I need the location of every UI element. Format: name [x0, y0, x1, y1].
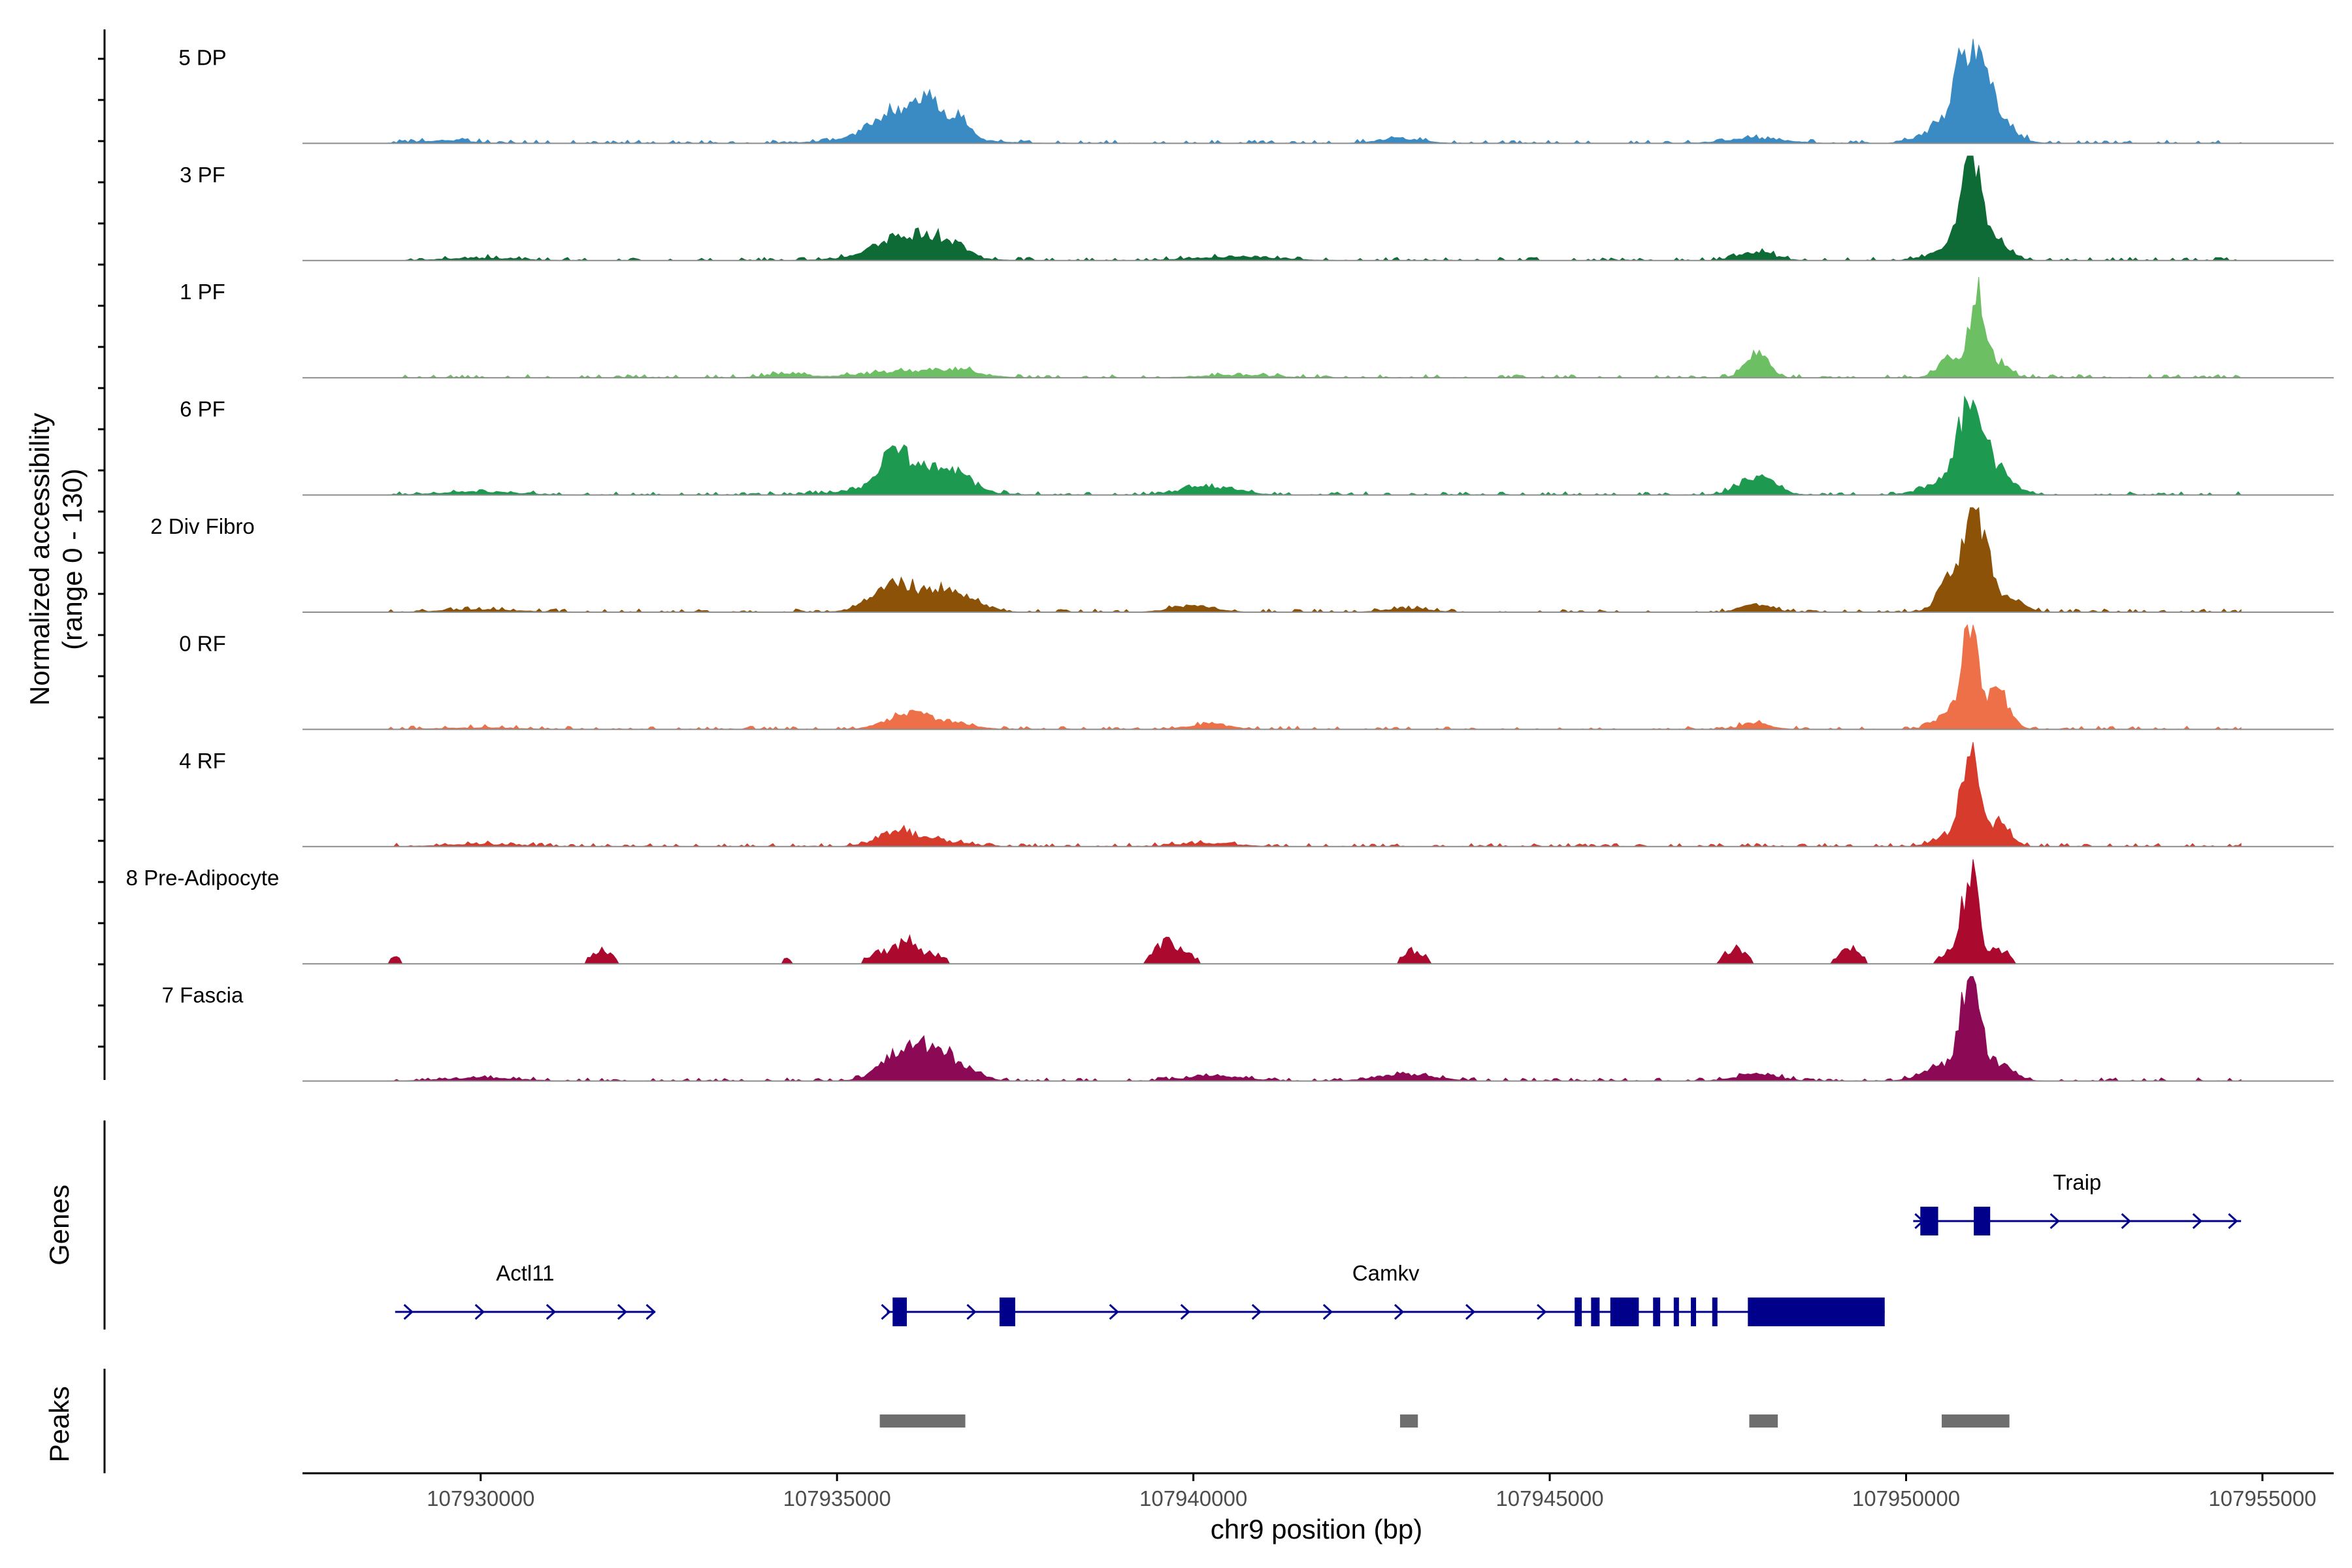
gene-annotation-track: Actl11 Camkv Traip: [395, 1170, 2242, 1326]
gene-label: Traip: [2053, 1170, 2101, 1194]
x-axis: 107930000 107935000 107940000 107945000 1079…: [302, 1472, 2334, 1511]
x-tick-label: 107940000: [1139, 1486, 1247, 1511]
peak-region: [879, 1414, 966, 1428]
strand-chevron: [546, 1303, 557, 1320]
coverage-area: [387, 39, 2242, 144]
strand-chevron: [2121, 1213, 2131, 1230]
y-axis-title-line2: (range 0 - 130): [57, 468, 88, 650]
track-1: 5 DP: [178, 39, 2334, 144]
gene-exon: [892, 1298, 907, 1326]
strand-chevron: [2050, 1213, 2060, 1230]
gene-camkv: Camkv: [881, 1261, 1885, 1326]
strand-chevron: [2192, 1213, 2202, 1230]
gene-exon: [1575, 1298, 1582, 1326]
strand-chevron: [1465, 1303, 1476, 1320]
track-label: 3 PF: [180, 163, 225, 187]
coverage-area: [387, 506, 2242, 613]
coverage-tracks: 5 DP 3 PF 1 PF 6 PF 2 Div Fibro 0 RF 4 RF 8 Pre…: [126, 39, 2334, 1082]
track-2: 3 PF: [180, 155, 2334, 261]
gene-exon: [1610, 1298, 1639, 1326]
coverage-area: [387, 277, 2242, 378]
gene-exon: [1748, 1298, 1885, 1326]
gene-traip: Traip: [1913, 1170, 2242, 1235]
track-label: 1 PF: [180, 280, 225, 304]
coverage-area: [387, 624, 2242, 730]
track-label: 4 RF: [179, 749, 226, 773]
gene-label: Actl11: [496, 1261, 554, 1285]
coverage-area: [387, 742, 2242, 847]
coverage-area: [387, 395, 2242, 496]
track-label: 5 DP: [178, 45, 226, 69]
strand-chevron: [1394, 1303, 1405, 1320]
x-tick-label: 107945000: [1495, 1486, 1603, 1511]
left-axes: [98, 29, 106, 1473]
strand-chevron: [881, 1303, 891, 1320]
gene-exon: [1591, 1298, 1600, 1326]
peaks-axis-title: Peaks: [44, 1386, 74, 1463]
track-5: 2 Div Fibro: [150, 506, 2334, 613]
gene-actl11: Actl11: [395, 1261, 656, 1320]
peak-region: [1399, 1414, 1418, 1428]
x-axis-title: chr9 position (bp): [1211, 1514, 1423, 1544]
peak-track: [879, 1414, 2010, 1428]
strand-chevron: [1251, 1303, 1262, 1320]
strand-chevron: [2228, 1213, 2238, 1230]
track-6: 0 RF: [179, 624, 2334, 730]
gene-exon: [1974, 1207, 1991, 1235]
track-8: 8 Pre-Adipocyte: [126, 859, 2334, 965]
coverage-area: [387, 155, 2242, 261]
strand-chevron: [617, 1303, 628, 1320]
gene-exon: [1691, 1298, 1697, 1326]
x-tick-label: 107950000: [1852, 1486, 1960, 1511]
track-label: 7 Fascia: [162, 983, 244, 1007]
gene-label: Camkv: [1352, 1261, 1420, 1285]
gene-exon: [999, 1298, 1015, 1326]
coverage-area: [387, 976, 2242, 1082]
track-label: 8 Pre-Adipocyte: [126, 866, 280, 890]
track-9: 7 Fascia: [162, 976, 2334, 1082]
peak-region: [1749, 1414, 1778, 1428]
x-tick-label: 107935000: [783, 1486, 891, 1511]
strand-chevron: [474, 1303, 485, 1320]
track-3: 1 PF: [180, 277, 2334, 379]
strand-chevron: [403, 1303, 414, 1320]
coverage-area: [387, 859, 2242, 964]
track-7: 4 RF: [179, 742, 2334, 847]
strand-chevron: [1322, 1303, 1333, 1320]
gene-exon: [1920, 1207, 1938, 1235]
genes-axis-title: Genes: [44, 1184, 74, 1266]
track-label: 6 PF: [180, 397, 225, 421]
strand-chevron: [1109, 1303, 1119, 1320]
peak-region: [1942, 1414, 2010, 1428]
track-4: 6 PF: [180, 395, 2334, 496]
gene-exon: [1673, 1298, 1679, 1326]
x-tick-label: 107930000: [427, 1486, 534, 1511]
track-label: 2 Div Fibro: [150, 514, 255, 538]
strand-chevron: [645, 1303, 656, 1320]
gene-exon: [1653, 1298, 1661, 1326]
strand-chevron: [1180, 1303, 1190, 1320]
x-tick-label: 107955000: [2208, 1486, 2316, 1511]
gene-exon: [1712, 1298, 1718, 1326]
track-label: 0 RF: [179, 631, 226, 655]
strand-chevron: [1537, 1303, 1547, 1320]
strand-chevron: [966, 1303, 977, 1320]
y-axis-title-line1: Normalized accessibility: [24, 413, 55, 706]
